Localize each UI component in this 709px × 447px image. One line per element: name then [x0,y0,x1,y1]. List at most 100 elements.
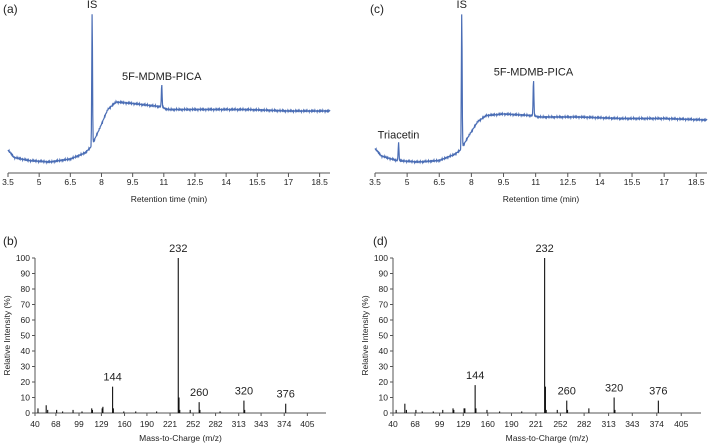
x-tick-label: 11 [159,177,168,187]
x-tick-label: 14 [595,177,605,187]
x-tick-label: 8 [469,177,474,187]
x-tick-label: 6.5 [433,177,445,187]
x-tick-label: 99 [435,419,445,429]
x-tick-label: 5 [37,177,42,187]
chromatogram-panel-c: (c) 3.5 5 6.5 8 9.5 11 12.5 14 15.5 17 18.5 Retentio… [369,0,708,204]
x-tick-label: 405 [674,419,688,429]
x-tick-label: 252 [186,419,200,429]
x-tick-label: 14 [221,177,231,187]
y-tick-label: 20 [21,377,31,387]
x-tick-label: 12.5 [560,177,577,187]
x-axis-label: Retention time (min) [131,194,208,204]
panel-label: (a) [3,2,18,16]
x-tick-label: 313 [602,419,616,429]
x-tick-label: 405 [300,419,314,429]
x-tick-label: 15.5 [624,177,641,187]
peak-annotation: 5F-MDMB-PICA [494,67,574,79]
x-tick-label: 6.5 [64,177,76,187]
x-axis-label: Retention time (min) [503,194,580,204]
y-tick-label: 0 [383,408,388,418]
y-tick-label: 20 [379,377,389,387]
x-tick-label: 18.5 [311,177,328,187]
x-tick-label: 129 [94,419,108,429]
panel-label: (c) [370,2,384,16]
peak-mz-label: 376 [649,386,667,398]
x-tick-label: 282 [577,419,591,429]
x-tick-label: 252 [553,419,567,429]
x-tick-label: 17 [659,177,669,187]
x-tick-label: 8 [99,177,104,187]
x-tick-label: 68 [410,419,420,429]
x-tick-label: 190 [504,419,518,429]
x-tick-label: 343 [254,419,268,429]
peak-mz-label: 260 [558,386,576,398]
y-tick-label: 90 [379,269,389,279]
chromatogram-trace [374,14,708,165]
y-tick-label: 90 [21,269,31,279]
y-tick-label: 60 [21,315,31,325]
panel-label: (b) [3,234,18,248]
peak-mz-label: 376 [277,389,295,401]
x-tick-label: 313 [232,419,246,429]
y-tick-label: 40 [379,346,389,356]
x-tick-label: 221 [529,419,543,429]
y-tick-label: 50 [379,331,389,341]
panel-label: (d) [373,234,388,248]
mass-spectrum-panel-b: (b) 0 10 20 30 40 50 60 70 80 90 100 40 68 99 129 160 190… [2,234,326,443]
x-tick-label: 15.5 [249,177,266,187]
peak-mz-label: 320 [235,386,253,398]
x-tick-label: 17 [284,177,294,187]
x-tick-label: 9.5 [127,177,139,187]
x-tick-label: 374 [650,419,664,429]
x-axis-label: Mass-to-Charge (m/z) [139,433,222,443]
x-tick-label: 374 [277,419,291,429]
x-tick-label: 5 [405,177,410,187]
y-tick-label: 30 [379,362,389,372]
y-tick-label: 100 [16,253,30,263]
chromatogram-trace [7,14,331,165]
x-tick-label: 221 [163,419,177,429]
y-tick-label: 30 [21,362,31,372]
x-tick-label: 3.5 [2,177,14,187]
peak-mz-label: 144 [466,370,484,382]
x-tick-label: 18.5 [688,177,705,187]
x-tick-label: 9.5 [498,177,510,187]
x-tick-label: 160 [117,419,131,429]
peak-mz-label: 320 [605,383,623,395]
y-tick-label: 50 [21,331,31,341]
peak-annotation: IS [87,0,97,11]
y-tick-label: 60 [379,315,389,325]
x-tick-label: 129 [456,419,470,429]
x-tick-label: 68 [51,419,61,429]
y-tick-label: 100 [374,253,388,263]
y-tick-label: 40 [21,346,31,356]
x-tick-label: 160 [481,419,495,429]
y-tick-label: 0 [25,408,30,418]
x-tick-label: 190 [140,419,154,429]
x-tick-label: 40 [30,419,40,429]
x-tick-label: 40 [388,419,398,429]
x-axis-label: Mass-to-Charge (m/z) [506,433,589,443]
x-tick-label: 11 [531,177,540,187]
peak-mz-label: 144 [103,372,121,384]
y-tick-label: 80 [379,284,389,294]
x-tick-label: 3.5 [369,177,381,187]
x-tick-label: 282 [208,419,222,429]
y-tick-label: 70 [379,300,389,310]
y-tick-label: 80 [21,284,31,294]
peak-annotation: 5F-MDMB-PICA [122,71,202,83]
x-tick-label: 99 [74,419,84,429]
peak-mz-label: 260 [190,387,208,399]
peak-mz-label: 232 [169,243,187,255]
peak-annotation: Triacetin [378,130,420,142]
x-tick-label: 343 [625,419,639,429]
peak-mz-label: 232 [535,243,553,255]
y-tick-label: 10 [21,393,31,403]
y-axis-label: Relative Intensity (%) [360,295,370,375]
y-axis-label: Relative Intensity (%) [2,295,12,375]
chromatogram-panel-a: (a) 3.5 5 6.5 8 9.5 11 12.5 14 15.5 17 18.5 Retentio… [2,0,331,204]
mass-spectrum-panel-d: (d) 0 10 20 30 40 50 60 70 80 90 100 40 68 99 129 160 190… [360,234,701,443]
peak-annotation: IS [457,0,467,11]
x-tick-label: 12.5 [187,177,204,187]
